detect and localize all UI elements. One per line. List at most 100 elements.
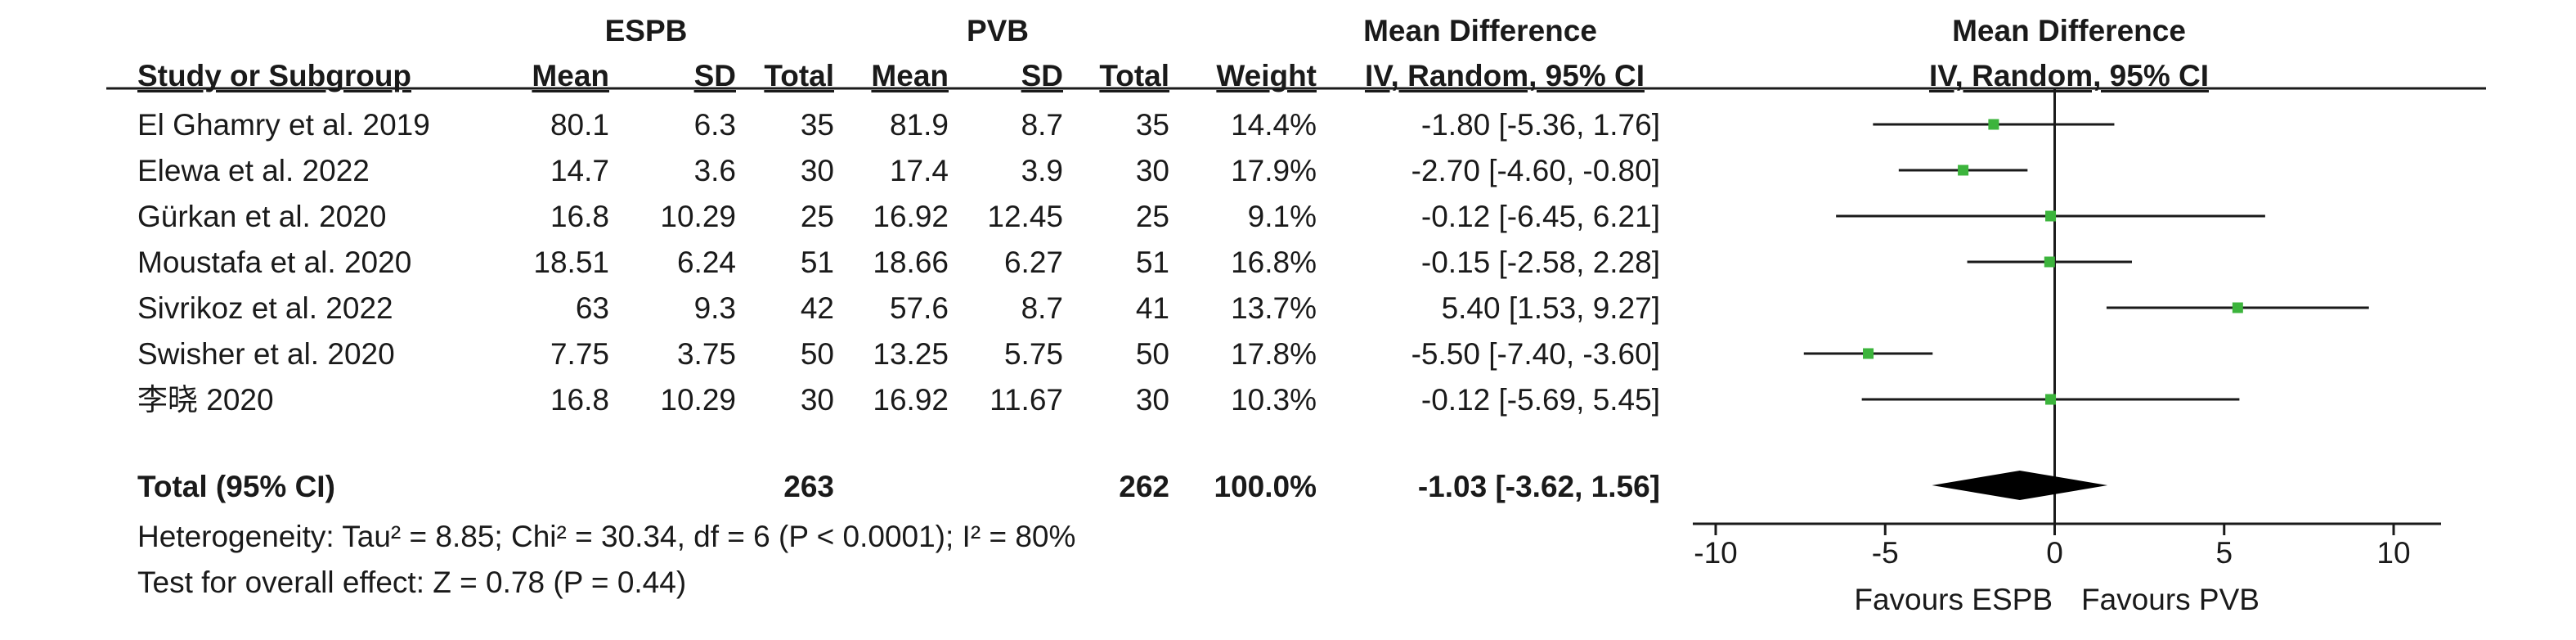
total2-cell: 41 [1135,291,1169,325]
ci-cell: -0.12 [-6.45, 6.21] [1420,200,1660,233]
col-mean1-header: Mean [532,59,609,92]
total2-cell: 30 [1135,383,1169,417]
mean1-cell: 7.75 [550,337,609,371]
study-name: 李晓 2020 [137,383,274,417]
x-tick-label: 10 [2376,536,2410,570]
favours-left-label: Favours ESPB [1854,583,2053,616]
weight-cell: 14.4% [1231,108,1317,142]
sd1-cell: 3.6 [693,154,736,187]
total1-cell: 30 [800,154,834,187]
total-ci: -1.03 [-3.62, 1.56] [1417,470,1660,503]
group1-header: ESPB [604,14,688,47]
mean2-cell: 16.92 [873,200,949,233]
sd2-cell: 11.67 [990,383,1063,417]
sd2-cell: 8.7 [1021,291,1063,325]
total1-cell: 42 [800,291,834,325]
sd2-cell: 12.45 [987,200,1063,233]
study-name: Elewa et al. 2022 [137,154,370,187]
total-n1: 263 [783,470,834,503]
ci-cell: -2.70 [-4.60, -0.80] [1411,154,1660,187]
mean2-cell: 16.92 [873,383,949,417]
sd2-cell: 5.75 [1003,337,1063,371]
total1-cell: 35 [800,108,834,142]
col-ci-header: IV, Random, 95% CI [1364,59,1645,92]
plot-title: Mean Difference [1952,14,2186,47]
mean2-cell: 13.25 [873,337,949,371]
mean1-cell: 80.1 [550,108,609,142]
sd1-cell: 3.75 [676,337,736,371]
point-estimate-marker [2045,210,2057,222]
ci-cell: -5.50 [-7.40, -3.60] [1411,337,1660,371]
mean2-cell: 81.9 [889,108,949,142]
x-tick-label: -5 [1872,536,1899,570]
point-estimate-marker [2045,394,2057,405]
weight-cell: 16.8% [1231,246,1317,279]
heterogeneity-text: Heterogeneity: Tau² = 8.85; Chi² = 30.34… [137,520,1076,553]
mean1-cell: 16.8 [550,200,609,233]
total2-cell: 30 [1135,154,1169,187]
col-sd1-header: SD [693,59,736,92]
col-total1-header: Total [764,59,834,92]
mean1-cell: 63 [575,291,609,325]
sd2-cell: 8.7 [1021,108,1063,142]
point-estimate-marker [1988,119,1999,130]
plot-ci-header: IV, Random, 95% CI [1928,59,2209,92]
group2-header: PVB [966,14,1030,47]
total-label: Total (95% CI) [137,470,335,503]
total2-cell: 35 [1135,108,1169,142]
favours-right-label: Favours PVB [2081,583,2260,616]
point-estimate-marker [1863,348,1874,359]
total1-cell: 30 [800,383,834,417]
col-sd2-header: SD [1021,59,1063,92]
total1-cell: 51 [800,246,834,279]
total-n2: 262 [1119,470,1169,503]
ci-cell: -0.12 [-5.69, 5.45] [1420,383,1660,417]
overall-effect-text: Test for overall effect: Z = 0.78 (P = 0… [137,566,687,599]
ci-cell: -0.15 [-2.58, 2.28] [1420,246,1660,279]
point-estimate-marker [1958,165,1969,176]
mean2-cell: 17.4 [889,154,949,187]
point-estimate-marker [2232,302,2243,313]
sd2-cell: 3.9 [1021,154,1063,187]
weight-cell: 13.7% [1231,291,1317,325]
sd1-cell: 6.24 [676,246,736,279]
sd2-cell: 6.27 [1003,246,1063,279]
mean2-cell: 57.6 [889,291,949,325]
sd1-cell: 10.29 [660,383,736,417]
weight-cell: 17.8% [1231,337,1317,371]
total-weight: 100.0% [1214,470,1317,503]
sd1-cell: 9.3 [693,291,736,325]
col-mean2-header: Mean [871,59,949,92]
study-name: El Ghamry et al. 2019 [137,108,430,142]
ci-cell: 5.40 [1.53, 9.27] [1441,291,1660,325]
total2-cell: 50 [1135,337,1169,371]
mean1-cell: 14.7 [550,154,609,187]
total1-cell: 50 [800,337,834,371]
sd1-cell: 10.29 [660,200,736,233]
total1-cell: 25 [800,200,834,233]
weight-cell: 10.3% [1231,383,1317,417]
study-name: Gürkan et al. 2020 [137,200,387,233]
md-column-title: Mean Difference [1363,14,1597,47]
study-name: Swisher et al. 2020 [137,337,395,371]
sd1-cell: 6.3 [693,108,736,142]
col-study-header: Study or Subgroup [137,59,412,92]
total2-cell: 25 [1135,200,1169,233]
study-name: Sivrikoz et al. 2022 [137,291,393,325]
weight-cell: 9.1% [1247,200,1317,233]
mean2-cell: 18.66 [873,246,949,279]
point-estimate-marker [2044,256,2055,268]
mean1-cell: 16.8 [550,383,609,417]
study-name: Moustafa et al. 2020 [137,246,412,279]
mean1-cell: 18.51 [533,246,609,279]
x-tick-label: 0 [2046,536,2063,570]
weight-cell: 17.9% [1231,154,1317,187]
col-weight-header: Weight [1216,59,1317,92]
pooled-diamond [1932,471,2108,500]
ci-cell: -1.80 [-5.36, 1.76] [1420,108,1660,142]
col-total2-header: Total [1099,59,1169,92]
x-tick-label: 5 [2215,536,2233,570]
x-tick-label: -10 [1694,536,1737,570]
total2-cell: 51 [1135,246,1169,279]
